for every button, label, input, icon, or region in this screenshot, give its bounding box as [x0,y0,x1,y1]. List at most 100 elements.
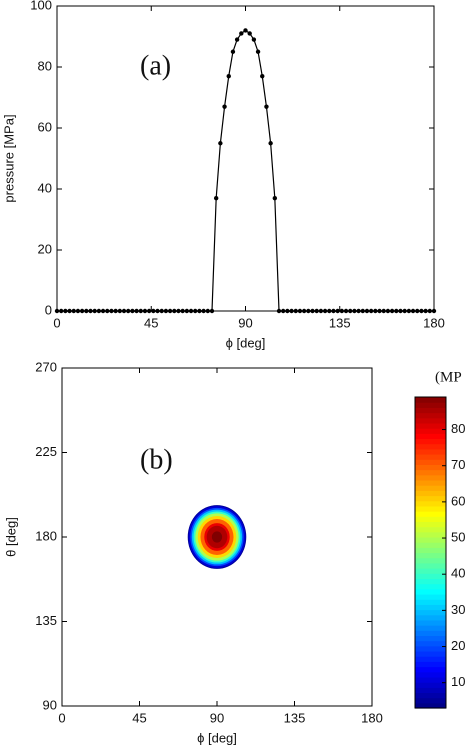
colorbar-swatch [415,671,446,678]
colorbar-swatch [415,588,446,595]
colorbar-swatch [415,625,446,631]
colorbar-swatch [415,485,446,491]
colorbar-swatch [415,640,446,647]
x-tick-label: 180 [423,315,445,330]
y-tick-label: 270 [35,359,57,374]
colorbar-tick-label: 70 [451,457,465,472]
colorbar-swatch [415,407,446,414]
colorbar-swatch [415,661,446,668]
colorbar-swatch [415,645,446,652]
colorbar-tick-label: 20 [451,638,465,653]
data-point [234,37,240,42]
data-point [226,73,231,79]
data-point [251,37,257,42]
x-axis-label: ϕ [deg] [226,335,266,350]
colorbar-swatch [415,500,446,507]
y-axis-label: θ [deg] [3,517,18,557]
x-axis-label: ϕ [deg] [197,730,237,745]
colorbar-swatch [415,682,446,688]
colorbar-swatch [415,676,446,683]
colorbar-tick-label: 50 [451,529,465,544]
data-point [243,28,248,33]
colorbar-swatch [415,656,446,662]
colorbar-swatch [415,469,446,476]
colorbar-swatch [415,422,446,429]
x-tick-label: 90 [210,710,224,725]
colorbar-swatch [415,702,446,709]
colorbar-swatch [415,692,446,699]
colorbar-swatch [415,557,446,564]
colorbar-swatch [415,454,446,460]
y-tick-label: 135 [35,613,57,628]
colorbar-swatch [415,428,446,434]
colorbar-swatch [415,464,446,471]
plot-1: 10 20 30 40 50 60 70 80 (MP 0 45 90 135 180 90 135 180 22… [3,359,465,745]
colorbar-tick-label: 80 [451,421,465,436]
colorbar-swatch [415,573,446,580]
colorbar-tick-label: 60 [451,493,465,508]
data-point [268,141,273,146]
y-tick-label: 90 [43,697,57,712]
y-tick-label: 225 [35,444,57,459]
colorbar-swatch [415,526,446,533]
colorbar-swatch [415,397,446,403]
data-point [239,31,244,36]
colorbar-swatch [415,531,446,538]
colorbar-swatch [415,474,446,481]
data-point [218,141,223,146]
colorbar-swatch [415,650,446,657]
x-tick-label: 0 [53,315,60,330]
colorbar-tick-label: 40 [451,566,465,581]
colorbar-tick-label: 10 [451,674,465,689]
colorbar-swatch [415,562,446,569]
y-axis-label: pressure [MPa] [1,114,16,202]
x-tick-label: 135 [284,710,306,725]
colorbar-swatch [415,635,446,642]
colorbar-swatch [415,402,446,408]
data-point [255,49,261,54]
y-tick-label: 40 [38,180,52,195]
colorbar-title: (MP [435,369,462,385]
x-tick-label: 45 [144,315,158,330]
colorbar-swatch [415,687,446,694]
colorbar-frame [414,396,447,709]
panel-label: (b) [140,444,173,475]
x-tick-label: 135 [329,315,351,330]
colorbar-swatch [415,568,446,574]
colorbar-swatch [415,417,446,424]
y-tick-label: 80 [38,58,52,73]
colorbar-swatch [415,505,446,512]
x-tick-label: 0 [58,710,65,725]
colorbar-swatch [415,552,446,559]
colorbar-swatch [415,412,446,419]
data-point [213,195,219,201]
panel-label: (a) [140,50,171,81]
x-tick-label: 45 [132,710,146,725]
colorbar-swatch [415,448,446,455]
colorbar-tick-label: 30 [451,602,465,617]
data-point [264,104,269,109]
colorbar-swatch [415,599,446,605]
colorbar-swatch [415,438,446,445]
colorbar-swatch [415,614,446,621]
colorbar-swatch [415,511,446,517]
data-point [222,104,227,109]
y-tick-label: 100 [30,0,52,12]
colorbar-swatch [415,516,446,522]
colorbar-swatch [415,593,446,600]
colorbar-swatch [415,542,446,548]
x-tick-label: 180 [361,710,383,725]
contour-ring [211,531,223,543]
x-tick-label: 90 [238,315,252,330]
colorbar-swatch [415,521,446,528]
y-tick-label: 20 [38,241,52,256]
plot-area [57,6,434,311]
colorbar-swatch [415,479,446,486]
colorbar-swatch [415,495,446,502]
y-tick-label: 60 [38,119,52,134]
colorbar-swatch [415,536,446,543]
colorbar-swatch [415,604,446,611]
data-point [230,49,236,54]
